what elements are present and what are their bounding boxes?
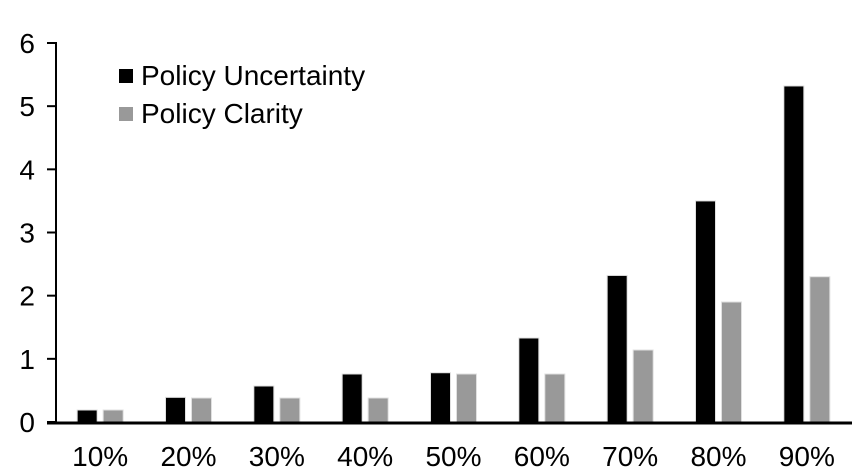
bar-policy-uncertainty-90- (783, 85, 805, 423)
bar-policy-clarity-30- (279, 397, 301, 423)
x-tick-label: 40% (337, 441, 393, 472)
x-tick-label: 10% (72, 441, 128, 472)
x-tick-label: 70% (602, 441, 658, 472)
legend-swatch-policy-clarity-icon (119, 107, 133, 121)
bar-policy-clarity-80- (721, 301, 742, 423)
bar-policy-uncertainty-70- (606, 274, 628, 423)
y-tick-label: 3 (19, 218, 35, 249)
legend-label-policy-clarity: Policy Clarity (141, 98, 303, 129)
y-tick-label: 5 (19, 91, 35, 122)
bar-policy-clarity-50- (456, 373, 477, 423)
bar-policy-clarity-90- (809, 276, 831, 423)
legend-item-policy-uncertainty: Policy Uncertainty (119, 62, 365, 90)
y-tick-label: 4 (19, 154, 35, 185)
bar-policy-uncertainty-10- (76, 409, 98, 423)
bar-policy-uncertainty-60- (518, 337, 540, 423)
bar-policy-clarity-20- (191, 397, 212, 423)
x-tick-label: 50% (425, 441, 481, 472)
bar-policy-clarity-70- (632, 349, 654, 423)
bar-policy-clarity-40- (367, 397, 389, 423)
y-tick-label: 1 (19, 344, 35, 375)
y-tick-label: 6 (19, 28, 35, 59)
legend-swatch-policy-uncertainty-icon (119, 69, 133, 83)
bar-policy-uncertainty-40- (341, 373, 363, 423)
y-tick-label: 0 (19, 407, 35, 438)
x-tick-label: 90% (779, 441, 835, 472)
legend: Policy Uncertainty Policy Clarity (119, 62, 365, 128)
bar-policy-uncertainty-50- (430, 372, 451, 423)
x-tick-label: 80% (690, 441, 746, 472)
bar-policy-clarity-10- (102, 409, 124, 423)
legend-label-policy-uncertainty: Policy Uncertainty (141, 60, 366, 91)
x-tick-label: 60% (514, 441, 570, 472)
legend-item-policy-clarity: Policy Clarity (119, 100, 365, 128)
bar-policy-uncertainty-80- (695, 200, 716, 423)
bar-policy-uncertainty-30- (253, 385, 275, 423)
bar-policy-uncertainty-20- (165, 396, 186, 423)
bar-policy-clarity-60- (544, 373, 566, 423)
y-tick-label: 2 (19, 281, 35, 312)
x-tick-label: 20% (160, 441, 216, 472)
x-tick-label: 30% (249, 441, 305, 472)
